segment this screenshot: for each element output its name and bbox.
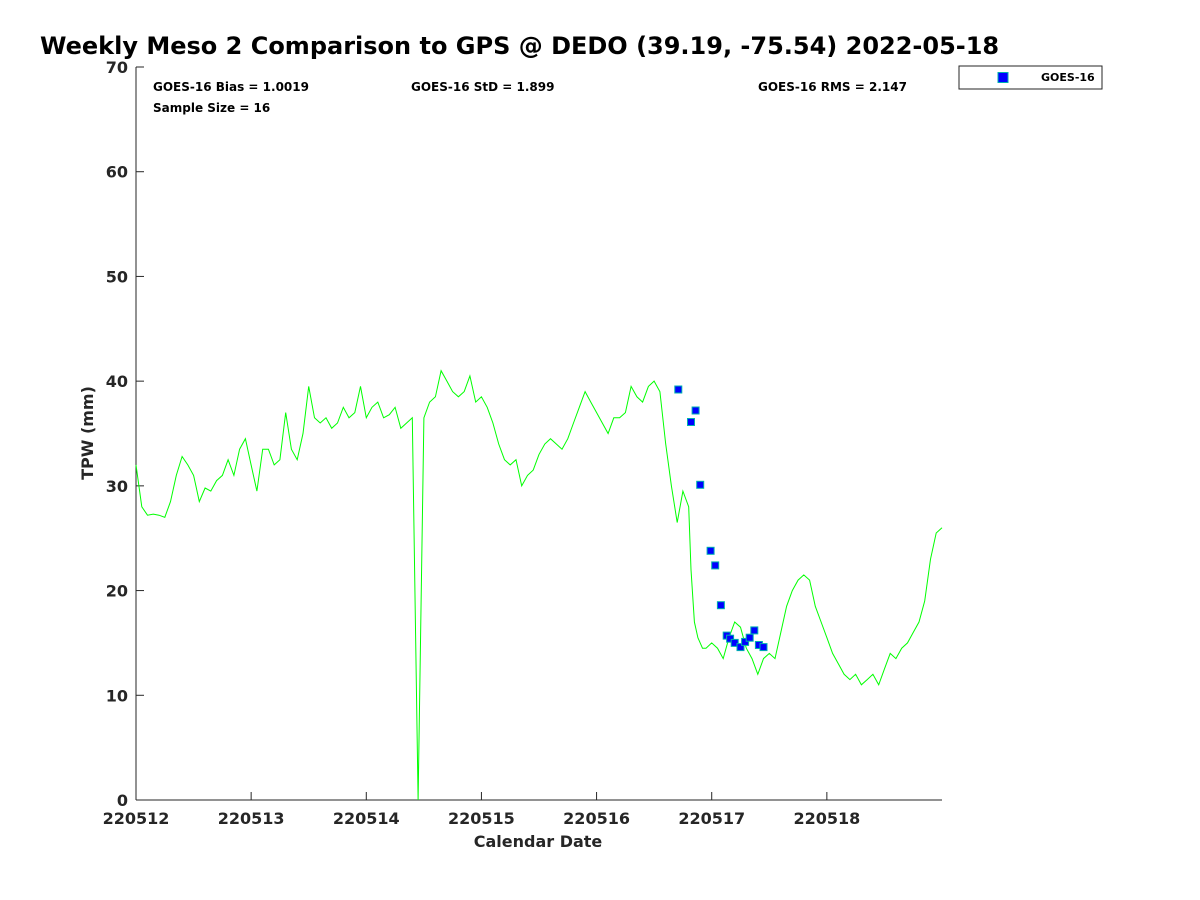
goes16-point [711,561,720,570]
x-tick-label: 220515 [448,809,515,828]
y-tick-label: 30 [106,477,128,496]
goes16-point [730,638,739,647]
goes16-point [741,637,750,646]
stat-bias: GOES-16 Bias = 1.0019 [153,80,309,94]
x-axis-label: Calendar Date [474,832,603,851]
goes16-point [716,601,725,610]
stat-sample-size: Sample Size = 16 [153,101,270,115]
y-tick-label: 40 [106,372,128,391]
goes16-point [706,546,715,555]
goes16-point [691,406,700,415]
legend: GOES-16 [958,65,1103,90]
series-layer [135,369,943,801]
plot-area [136,67,942,800]
y-axis-label: TPW (mm) [78,386,97,480]
stat-rms: GOES-16 RMS = 2.147 [758,80,907,94]
gps-series-line [135,369,943,801]
goes16-point [687,418,695,426]
axes: 0 10 20 30 40 50 60 70 220512 220513 220514 220515 2… [103,58,942,828]
chart-title: Weekly Meso 2 Comparison to GPS @ DEDO (… [40,32,999,60]
goes16-point [745,633,754,642]
y-tick-label: 20 [106,582,128,601]
x-tick-label: 220516 [563,809,630,828]
goes16-point [726,634,735,643]
goes16-point [759,643,768,652]
x-tick-label: 220512 [103,809,170,828]
goes16-point [736,643,745,652]
x-tick-label: 220513 [218,809,285,828]
plot-frame-bg [136,67,942,800]
legend-box [958,65,1103,90]
goes16-point [674,385,683,394]
legend-label: GOES-16 [1041,71,1095,84]
y-tick-label: 70 [106,58,128,77]
x-tick-label: 220514 [333,809,400,828]
x-tick-label: 220517 [678,809,745,828]
stat-std: GOES-16 StD = 1.899 [411,80,554,94]
x-tick-label: 220518 [793,809,860,828]
goes16-point [750,626,759,635]
y-tick-label: 0 [117,791,128,810]
legend-marker [997,72,1009,83]
y-tick-label: 50 [106,267,128,286]
goes16-point [696,480,705,489]
y-tick-label: 60 [106,163,128,182]
y-tick-label: 10 [106,686,128,705]
